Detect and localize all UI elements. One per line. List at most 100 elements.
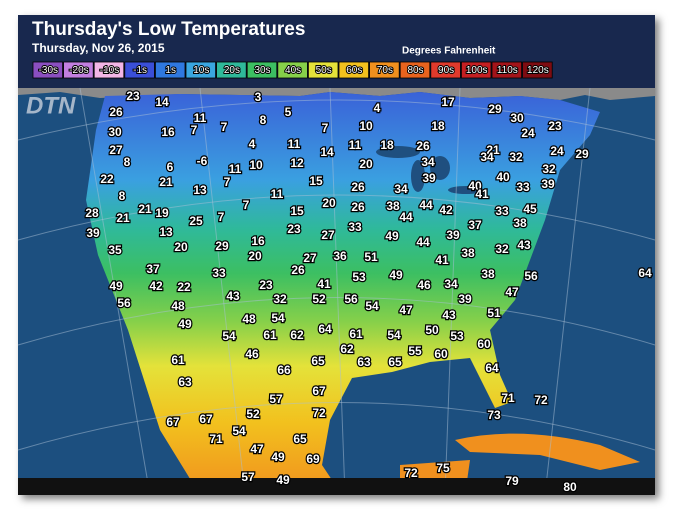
temperature: 32 [273,292,287,306]
temperature: 39 [422,171,436,185]
temperature: 34 [421,155,435,169]
temperature: 47 [505,285,519,299]
temperature: 23 [548,119,562,133]
legend-label: 110s [497,65,518,76]
temperature: 18 [431,119,445,133]
cuba [455,433,640,470]
temperature: 65 [311,354,325,368]
legend-label: 1s [165,65,176,76]
logo: DTN [26,92,76,119]
temperature: -6 [197,154,208,168]
temperature: 79 [505,474,519,488]
temperature: 3 [255,90,262,104]
temperature: 15 [309,174,323,188]
temperature: 53 [450,329,464,343]
temperature: 29 [488,102,502,116]
temperature: 7 [322,121,329,135]
temperature: 56 [117,296,131,310]
temperature: 11 [288,137,301,151]
temperature: 7 [221,120,228,134]
temperature: 66 [277,363,291,377]
temperature: 75 [436,461,450,475]
temperature: 34 [444,277,458,291]
legend-label: -1s [133,65,147,76]
temperature: 40 [468,179,482,193]
temperature: 14 [320,145,334,159]
temperature: 13 [159,225,173,239]
temperature: 24 [550,144,564,158]
temperature: 26 [109,105,123,119]
temperature: 32 [495,242,509,256]
temperature: 54 [387,328,401,342]
temperature: 55 [408,344,422,358]
temperature: 69 [306,452,320,466]
temperature: 11 [194,111,207,125]
temperature: 67 [166,415,180,429]
temperature: 34 [480,150,494,164]
temperature: 49 [276,473,290,487]
temperature: 18 [380,138,394,152]
temperature: 47 [250,442,264,456]
legend-swatch [216,61,247,79]
temperature: 39 [446,228,460,242]
temperature: 63 [357,355,371,369]
temperature: 8 [260,113,267,127]
temperature: 7 [218,210,225,224]
temperature: 10 [249,158,263,172]
temperature: 35 [108,243,122,257]
legend-swatch [124,61,155,79]
legend: -30s -20s -10s -1s 1s 10s 20s 30s 40s 50s 60s 70s 80… [32,61,553,79]
temperature: 16 [161,125,175,139]
temperature: 46 [245,347,259,361]
temperature: 39 [541,177,555,191]
temperature: 11 [349,138,362,152]
temperature: 40 [496,170,510,184]
temperature: 48 [171,299,185,313]
temperature: 27 [321,228,335,242]
temperature: 20 [359,157,373,171]
legend-label: -10s [100,65,119,76]
temperature: 14 [155,95,169,109]
temperature: 21 [159,175,173,189]
canada [18,88,655,100]
temperature: 21 [138,202,152,216]
temperature: 7 [191,123,198,137]
temperature: 61 [349,327,363,341]
temperature: 37 [468,218,482,232]
temperature: 61 [171,353,185,367]
temperature: 33 [212,266,226,280]
temperature: 71 [209,432,223,446]
legend-label: 80s [407,65,423,76]
temperature: 60 [477,337,491,351]
temperature: 49 [109,279,123,293]
temperature: 22 [100,172,114,186]
temperature: 44 [399,210,413,224]
temperature: 46 [417,278,431,292]
temperature: 11 [271,187,284,201]
temperature: 52 [312,292,326,306]
temperature: 43 [442,308,456,322]
temperature: 37 [146,262,160,276]
units: Degrees Fahrenheit [402,46,496,57]
temperature: 49 [385,229,399,243]
temperature: 38 [386,199,400,213]
temperature: 47 [399,303,413,317]
temperature: 41 [317,277,331,291]
temperature: 61 [263,328,277,342]
legend-swatch [185,61,217,79]
temperature: 63 [178,375,192,389]
legend-swatch [522,61,553,79]
temperature: 4 [249,137,256,151]
temperature: 13 [193,183,207,197]
temperature: 5 [285,105,292,119]
temperature: 80 [563,480,577,494]
temperature: 65 [293,432,307,446]
temperature: 28 [85,206,99,220]
temperature: 56 [344,292,358,306]
title: Thursday's Low Temperatures [32,19,305,40]
temperature: 64 [318,322,332,336]
legend-swatch [430,61,461,79]
temperature: 26 [291,263,305,277]
